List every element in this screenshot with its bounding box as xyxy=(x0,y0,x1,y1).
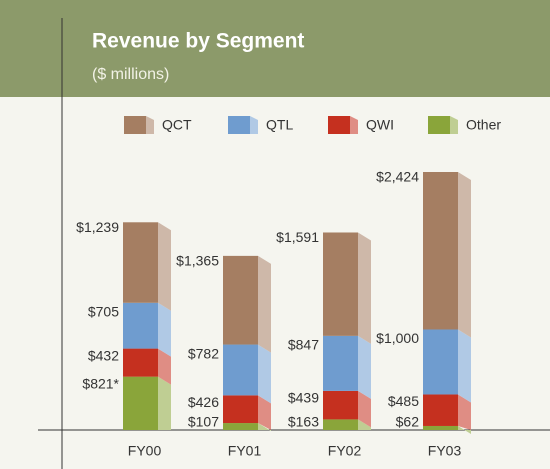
bar-segment-side xyxy=(158,302,171,357)
chart-title: Revenue by Segment xyxy=(92,30,304,53)
legend-swatch-side xyxy=(250,116,258,134)
bar-segment-side xyxy=(458,172,471,338)
bar-segment-side xyxy=(158,348,171,385)
bar-segment xyxy=(423,329,458,395)
bar-segment-side xyxy=(358,390,371,428)
bar-segment xyxy=(323,335,358,391)
value-label: $107 xyxy=(188,414,219,430)
value-label: $432 xyxy=(88,347,119,363)
legend-swatch-side xyxy=(350,116,358,134)
bar-segment-side xyxy=(258,344,271,404)
bar-segment-side xyxy=(358,419,371,430)
bar-segment-side xyxy=(458,425,471,434)
bar-segment-side xyxy=(458,329,471,403)
legend-swatch-side xyxy=(450,116,458,134)
bar-segment xyxy=(423,394,458,426)
value-label: $847 xyxy=(288,337,319,353)
bar-segment xyxy=(123,222,158,303)
bar-segment xyxy=(123,302,158,349)
bar-segment-side xyxy=(158,222,171,311)
legend-label: QTL xyxy=(266,117,293,133)
value-label: $163 xyxy=(288,414,319,430)
header-band xyxy=(0,0,550,97)
bar-segment xyxy=(223,395,258,424)
value-label: $821* xyxy=(82,375,119,391)
bar-segment-side xyxy=(258,423,271,432)
bar-segment-side xyxy=(458,394,471,430)
bar-segment xyxy=(223,423,258,430)
x-tick-label: FY03 xyxy=(428,443,462,459)
bar-segment xyxy=(223,344,258,396)
legend-swatch xyxy=(328,116,350,134)
legend-swatch xyxy=(428,116,450,134)
value-label: $2,424 xyxy=(376,169,419,185)
value-label: $439 xyxy=(288,390,319,406)
x-tick-label: FY01 xyxy=(228,443,262,459)
value-label: $1,365 xyxy=(176,253,219,269)
bar-segment xyxy=(323,419,358,430)
value-label: $1,591 xyxy=(276,229,319,245)
value-label: $1,000 xyxy=(376,330,419,346)
bar-segment xyxy=(323,232,358,336)
legend-swatch xyxy=(228,116,250,134)
bar-segment xyxy=(123,376,158,430)
legend-swatch-side xyxy=(146,116,154,134)
bar-segment-side xyxy=(258,395,271,430)
bar-segment-side xyxy=(358,232,371,344)
legend-label: QWI xyxy=(366,117,394,133)
value-label: $485 xyxy=(388,393,419,409)
bar-segment-side xyxy=(258,255,271,353)
bar-segment-side xyxy=(158,376,171,430)
value-label: $782 xyxy=(188,345,219,361)
bar-segment-side xyxy=(358,335,371,399)
bar-segment xyxy=(223,255,258,345)
value-label: $1,239 xyxy=(76,219,119,235)
x-tick-label: FY02 xyxy=(328,443,362,459)
value-label: $62 xyxy=(396,414,420,430)
bar-segment xyxy=(123,348,158,377)
x-tick-label: FY00 xyxy=(128,443,162,459)
value-label: $705 xyxy=(88,303,119,319)
legend-label: QCT xyxy=(162,117,192,133)
bar-segment xyxy=(323,390,358,420)
legend-label: Other xyxy=(466,117,501,133)
value-label: $426 xyxy=(188,394,219,410)
legend-swatch xyxy=(124,116,146,134)
chart-subtitle: ($ millions) xyxy=(92,66,169,83)
bar-segment xyxy=(423,172,458,330)
bar-segment xyxy=(423,425,458,430)
